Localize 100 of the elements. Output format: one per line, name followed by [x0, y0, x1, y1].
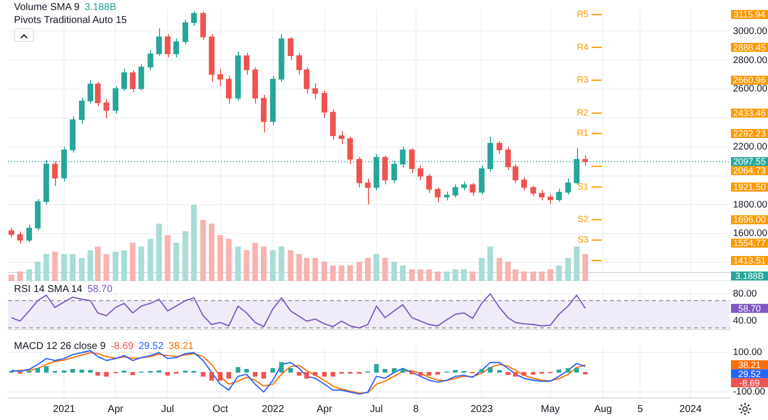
- text: 1921.50: [733, 182, 766, 192]
- candlestick: [538, 190, 545, 201]
- candlestick: [191, 10, 197, 26]
- y-tick-label: 2600.00: [733, 84, 768, 95]
- bar: [218, 372, 223, 381]
- bar: [34, 262, 41, 281]
- bar: [26, 269, 32, 281]
- bar: [112, 252, 118, 281]
- candlestick: [304, 66, 310, 94]
- candlestick: [226, 76, 232, 104]
- x-tick-label: 5: [637, 404, 644, 415]
- chart-title: Volume SMA 9: [14, 2, 80, 13]
- bar: [330, 372, 336, 377]
- bar: [574, 368, 580, 373]
- bar: [138, 246, 144, 281]
- y-tick-label: 1600.00: [733, 228, 768, 240]
- bar: [506, 372, 510, 376]
- candlestick: [521, 176, 527, 191]
- bar: [338, 265, 344, 281]
- y-tick-label: 2800.00: [733, 54, 768, 66]
- annotation: Pivots Traditional Auto 15: [14, 15, 127, 26]
- candlestick: [418, 165, 424, 181]
- bar: [356, 262, 362, 281]
- bar: [88, 250, 94, 281]
- x-tick-label: 2021: [52, 404, 76, 415]
- bar: [400, 265, 406, 281]
- bar: [62, 370, 66, 373]
- bar: [497, 370, 502, 373]
- bar: [70, 254, 76, 281]
- bar: [156, 224, 162, 281]
- x-tick-label: 2022: [262, 404, 284, 415]
- bar: [164, 235, 170, 281]
- bar: [165, 372, 170, 376]
- bar: [435, 372, 440, 375]
- candlestick: [244, 52, 250, 76]
- series-label: S1: [578, 182, 589, 192]
- text: 38.21: [738, 360, 761, 370]
- candlestick: [530, 185, 536, 196]
- candlestick: [217, 68, 224, 87]
- bar: [556, 370, 562, 373]
- bar: [279, 362, 284, 373]
- bar: [470, 272, 476, 281]
- chart-title: RSI 14 SMA 14: [14, 284, 82, 295]
- candlestick: [17, 230, 23, 244]
- bar: [296, 372, 302, 376]
- bar: [496, 258, 502, 281]
- y-tick-label: 40.00: [733, 316, 757, 327]
- bar: [236, 367, 240, 373]
- bar: [322, 262, 328, 281]
- x-tick-label: 2023: [470, 404, 494, 415]
- bar: [173, 242, 180, 281]
- bar: [17, 272, 23, 281]
- candlestick: [121, 68, 127, 91]
- annotation: 58.70: [87, 284, 112, 295]
- candlestick: [582, 155, 588, 166]
- bar: [452, 269, 458, 281]
- bar: [288, 368, 293, 373]
- y-tick-label: 3000.00: [733, 26, 768, 37]
- series-label: S2: [578, 214, 589, 224]
- bar: [8, 274, 14, 281]
- text: 2097.55: [733, 156, 766, 167]
- bar: [244, 369, 249, 373]
- bar: [400, 369, 406, 373]
- text: 58.70: [738, 303, 761, 314]
- bar: [121, 250, 127, 281]
- bar: [409, 269, 415, 281]
- annotation: 38.21: [168, 341, 194, 352]
- text: 3.188B: [84, 2, 116, 13]
- candlestick: [409, 148, 415, 174]
- bar: [391, 262, 398, 281]
- candlestick: [338, 130, 344, 144]
- bar: [261, 372, 266, 379]
- bar: [461, 269, 467, 281]
- bar: [296, 254, 302, 281]
- bar: [479, 369, 484, 373]
- bar: [217, 235, 224, 281]
- x-tick-label: Jul: [161, 404, 174, 415]
- bar: [235, 246, 241, 281]
- annotation: 29.52: [138, 341, 164, 352]
- bar: [582, 254, 588, 281]
- bar: [209, 372, 214, 381]
- text: 2433.46: [733, 108, 766, 118]
- bar: [156, 370, 162, 373]
- candlestick: [565, 178, 571, 196]
- bar: [513, 372, 518, 377]
- bar: [94, 246, 101, 281]
- bar: [104, 254, 110, 281]
- bar: [208, 224, 214, 281]
- series-label: R1: [577, 128, 589, 138]
- text: 1413.51: [733, 256, 766, 266]
- y-tick-label: 1800.00: [733, 199, 768, 210]
- candlestick: [548, 194, 554, 204]
- bar: [530, 372, 536, 375]
- y-tick-label: 100.00: [733, 347, 762, 358]
- bar: [278, 246, 284, 281]
- annotation: -8.69: [110, 341, 134, 352]
- bar: [418, 372, 423, 376]
- bar: [382, 258, 388, 281]
- candlestick: [8, 227, 14, 238]
- bar: [200, 372, 206, 377]
